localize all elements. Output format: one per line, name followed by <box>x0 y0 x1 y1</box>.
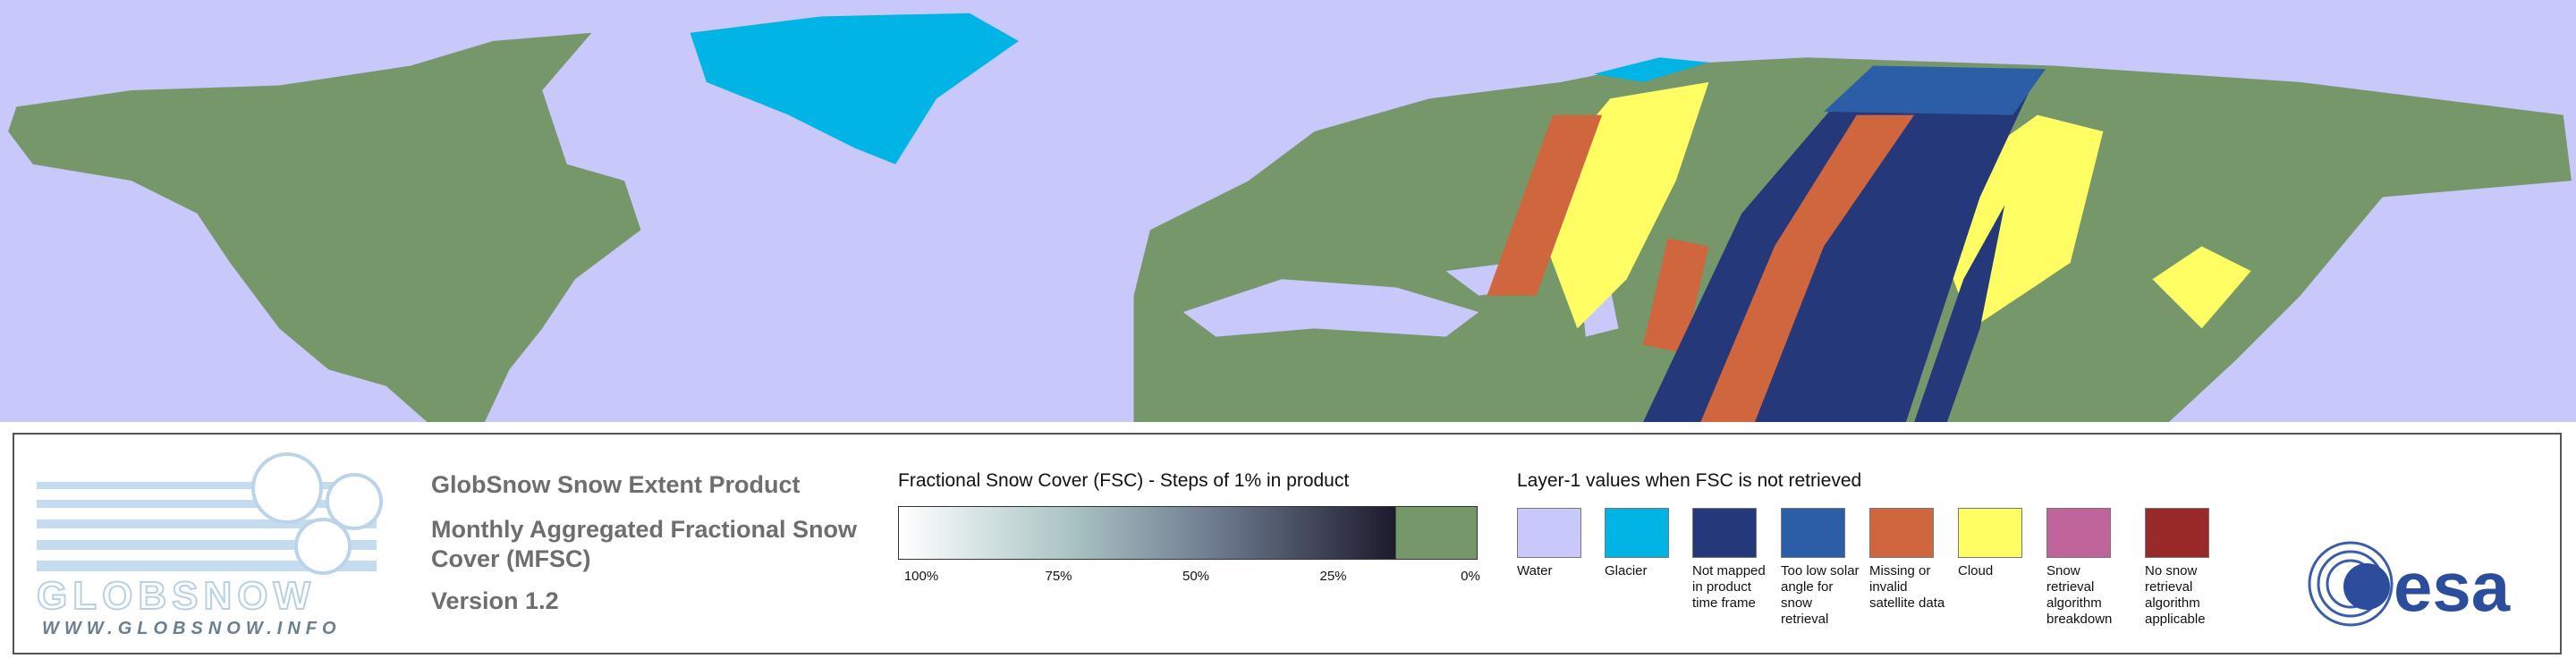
class-label: Water <box>1517 563 1553 578</box>
esa-logo: esa <box>2308 541 2511 627</box>
north-america <box>8 32 641 422</box>
logo-name: GLOBSNOW <box>37 574 316 618</box>
class-label: Missing or invalid satellite data <box>1869 563 1945 611</box>
logo-url: WWW.GLOBSNOW.INFO <box>42 619 342 638</box>
fsc-tick-label: 0% <box>1461 569 1480 584</box>
class-swatch <box>1692 508 1757 558</box>
fsc-tick-label: 50% <box>1182 569 1210 584</box>
class-swatch <box>1781 508 1845 558</box>
fsc-colorbar <box>898 506 1478 560</box>
product-title: GlobSnow Snow Extent Product <box>431 471 801 498</box>
class-swatch <box>1605 508 1669 558</box>
logo-stripes <box>37 482 377 571</box>
layer1-title: Layer-1 values when FSC is not retrieved <box>1517 470 1862 491</box>
class-label: Not mapped in product time frame <box>1692 563 1766 611</box>
globsnow-logo: GLOBSNOW WWW.GLOBSNOW.INFO <box>37 452 383 638</box>
product-version: Version 1.2 <box>431 587 559 614</box>
class-label: Too low solar angle for snow retrieval <box>1781 563 1860 627</box>
low-sun-band <box>1824 65 2046 115</box>
class-label: No snow retrieval algorithm applicable <box>2145 563 2206 627</box>
missing-stripe <box>1643 238 1709 353</box>
fsc-tick-label: 100% <box>903 569 939 584</box>
class-swatch <box>1517 508 1581 558</box>
snow-map <box>0 0 2576 422</box>
class-swatch <box>1958 508 2022 558</box>
class-label: Glacier <box>1605 563 1648 578</box>
glacier-patch <box>1593 57 1709 82</box>
class-swatch <box>2046 508 2111 558</box>
missing-stripe <box>1487 114 1603 296</box>
landmasses <box>8 13 2572 422</box>
fsc-title: Fractional Snow Cover (FSC) - Steps of 1… <box>898 470 1350 491</box>
class-label: Snow retrieval algorithm breakdown <box>2046 563 2113 627</box>
esa-emblem-core <box>2343 563 2390 610</box>
esa-wordmark: esa <box>2394 547 2511 626</box>
missing-stripe <box>1700 114 1915 422</box>
greenland <box>690 13 1019 165</box>
class-swatch <box>1869 508 1934 558</box>
product-subtitle: Monthly Aggregated Fractional Snow Cover… <box>431 516 858 572</box>
fsc-tick-label: 75% <box>1045 569 1072 584</box>
fsc-tick-label: 25% <box>1319 569 1347 584</box>
cloud-patch <box>2152 246 2251 329</box>
class-swatch <box>2145 508 2209 558</box>
not-mapped-band <box>1914 205 2005 422</box>
logo-flakes <box>251 452 383 575</box>
legend-panel: GLOBSNOW WWW.GLOBSNOW.INFO GlobSnow Snow… <box>13 433 2562 654</box>
mediterranean <box>1182 279 1479 337</box>
class-label: Cloud <box>1958 563 1994 578</box>
